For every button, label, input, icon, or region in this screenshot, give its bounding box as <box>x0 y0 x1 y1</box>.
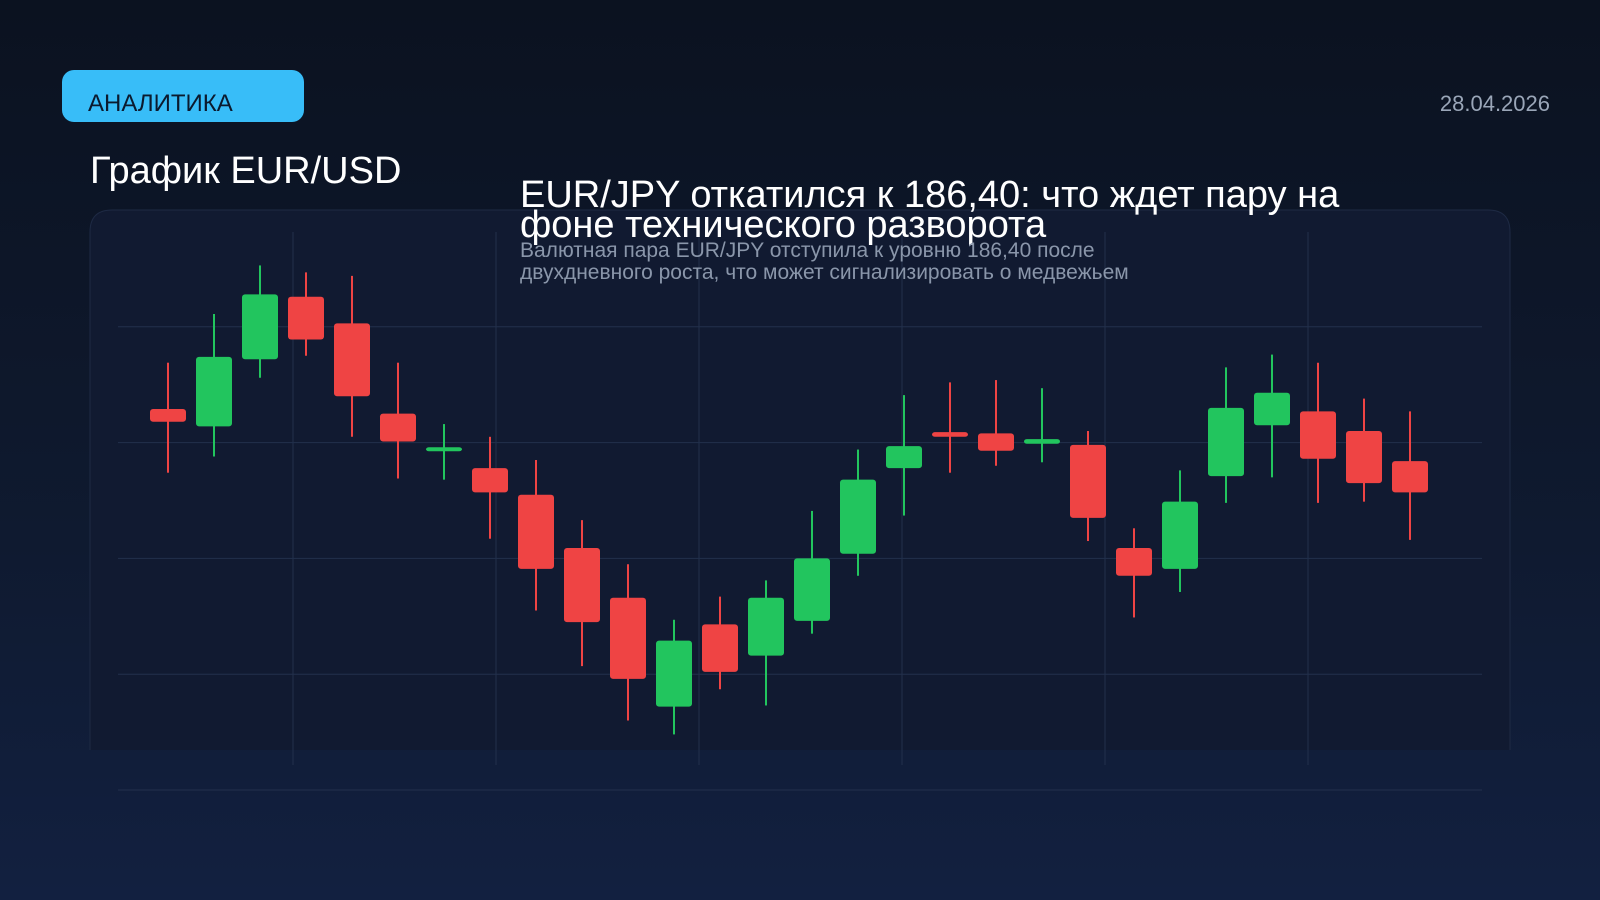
candle-body <box>1024 439 1060 444</box>
candle-body <box>518 494 554 569</box>
candle-body <box>794 558 830 621</box>
candle-body <box>242 294 278 360</box>
candle-body <box>656 640 692 707</box>
candle-body <box>886 446 922 469</box>
candle-body <box>1070 444 1106 518</box>
chart-title: График EUR/USD <box>90 150 402 192</box>
candle-body <box>288 296 324 340</box>
candle-body <box>1254 392 1290 426</box>
candle-body <box>1162 501 1198 569</box>
candle-body <box>840 479 876 554</box>
candle-body <box>1300 411 1336 459</box>
candle-body <box>748 597 784 656</box>
summary: Валютная пара EUR/JPY отступила к уровню… <box>520 239 1129 284</box>
candle-body <box>932 432 968 437</box>
candle-body <box>426 447 462 452</box>
chart-panel <box>89 209 1511 750</box>
candle-body <box>380 413 416 442</box>
headline: EUR/JPY откатился к 186,40: что ждет пар… <box>520 174 1340 246</box>
candle-body <box>150 409 186 422</box>
candle-body <box>978 433 1014 451</box>
candle-body <box>702 624 738 672</box>
category-badge: АНАЛИТИКА <box>62 70 304 122</box>
candle-body <box>1208 407 1244 477</box>
date: 28.04.2026 <box>1439 91 1550 116</box>
candle-body <box>1346 431 1382 484</box>
candle-body <box>564 547 600 623</box>
candle-body <box>334 323 370 397</box>
candle-body <box>196 356 232 427</box>
candle-body <box>610 597 646 679</box>
candle-body <box>1116 547 1152 576</box>
candle-body <box>1392 461 1428 493</box>
candle-body <box>472 468 508 493</box>
